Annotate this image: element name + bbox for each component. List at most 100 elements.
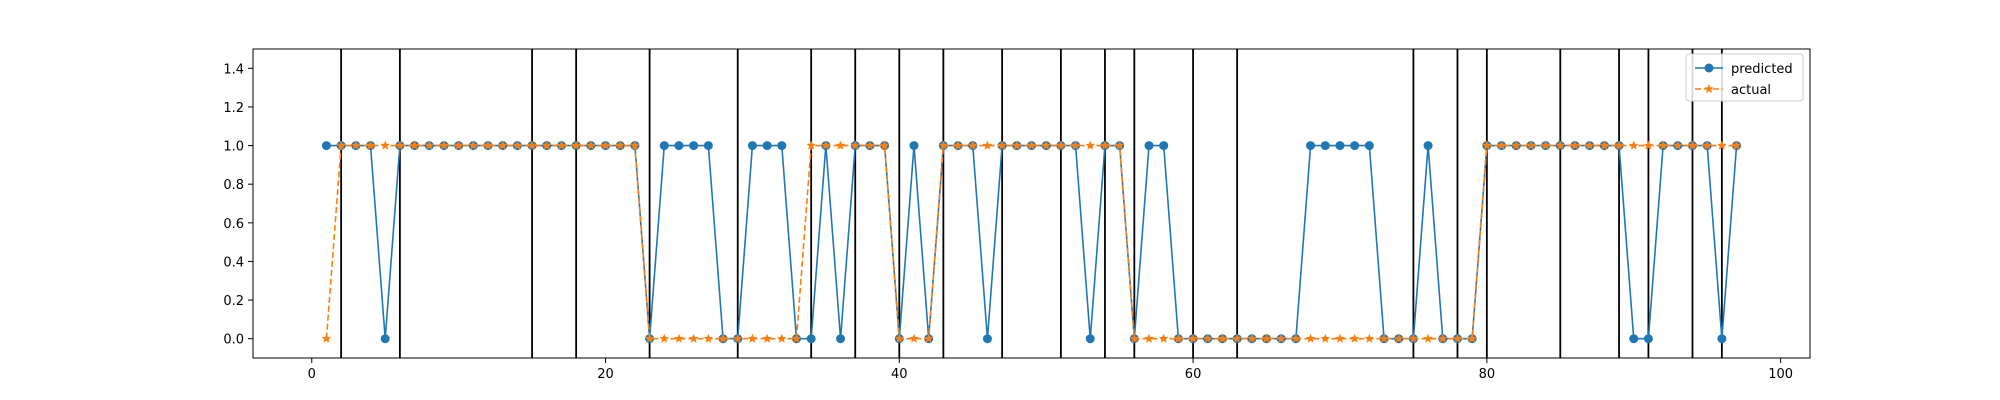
data-point-actual: [791, 333, 802, 343]
data-point-actual: [953, 140, 963, 150]
data-point-actual: [586, 140, 596, 150]
data-point-actual: [997, 140, 1007, 150]
data-point-predicted: [659, 141, 669, 151]
series-layer: [321, 140, 1742, 344]
data-point-predicted: [806, 334, 816, 344]
data-point-actual: [1217, 333, 1228, 343]
data-point-actual: [1041, 140, 1051, 150]
data-point-actual: [600, 140, 611, 150]
data-point-actual: [850, 140, 860, 150]
data-point-actual: [1188, 333, 1198, 343]
data-point-actual: [1320, 333, 1331, 343]
data-point-actual: [1261, 333, 1272, 343]
data-point-actual: [1540, 140, 1551, 150]
data-point-actual: [1702, 140, 1712, 150]
data-point-predicted: [703, 141, 713, 151]
data-point-actual: [1408, 333, 1419, 343]
data-point-actual: [556, 140, 567, 150]
data-point-actual: [1673, 140, 1683, 150]
x-tick-label: 20: [597, 367, 614, 382]
data-point-actual: [1173, 333, 1184, 343]
data-point-actual: [1203, 333, 1213, 343]
data-point-predicted: [777, 141, 787, 151]
data-point-actual: [1379, 333, 1389, 343]
data-point-predicted: [747, 141, 757, 151]
x-tick-label: 80: [1479, 367, 1496, 382]
data-point-predicted: [380, 334, 390, 344]
y-tick-label: 1.2: [223, 101, 244, 116]
x-tick-label: 60: [1185, 367, 1202, 382]
x-tick-label: 0: [308, 367, 316, 382]
data-point-actual: [1276, 333, 1286, 343]
legend: predicted actual: [1685, 53, 1804, 102]
data-point-actual: [1423, 333, 1433, 343]
data-point-actual: [1247, 333, 1257, 343]
data-point-actual: [1305, 333, 1316, 343]
data-point-predicted: [982, 334, 992, 344]
data-point-actual: [865, 140, 875, 150]
data-point-actual: [1643, 140, 1654, 150]
data-point-predicted: [836, 334, 846, 344]
data-point-actual: [1467, 333, 1477, 343]
y-tick-label: 0.6: [223, 217, 244, 232]
data-point-actual: [439, 140, 449, 150]
data-point-actual: [806, 140, 816, 150]
data-point-predicted: [1717, 334, 1727, 344]
data-point-actual: [909, 333, 919, 343]
data-point-actual: [424, 140, 435, 150]
data-point-actual: [336, 140, 346, 150]
data-point-actual: [718, 333, 728, 343]
data-point-actual: [571, 140, 581, 150]
data-point-actual: [1511, 140, 1521, 150]
data-point-actual: [879, 140, 890, 150]
data-point-actual: [1482, 140, 1492, 150]
data-point-actual: [1012, 140, 1022, 150]
data-point-actual: [732, 333, 743, 343]
data-point-actual: [967, 140, 978, 150]
data-point-actual: [1393, 333, 1404, 343]
data-point-actual: [527, 140, 537, 150]
legend-label-predicted: predicted: [1731, 62, 1793, 77]
data-point-predicted: [1350, 141, 1360, 151]
data-point-actual: [351, 140, 361, 150]
data-point-actual: [1026, 140, 1037, 150]
x-tick-label: 100: [1768, 367, 1793, 382]
data-point-actual: [1056, 140, 1066, 150]
data-point-predicted: [909, 141, 919, 151]
data-point-actual: [674, 333, 684, 343]
data-point-actual: [821, 140, 831, 150]
series-line-predicted: [326, 144, 1738, 340]
data-point-actual: [1335, 333, 1345, 343]
data-point-actual: [923, 333, 934, 343]
data-point-actual: [1129, 333, 1140, 343]
data-point-actual: [1526, 140, 1536, 150]
data-point-actual: [1070, 140, 1081, 150]
series-predicted: [321, 141, 1742, 344]
data-point-predicted: [1085, 334, 1095, 344]
y-tick-label: 0.8: [223, 178, 244, 193]
data-point-actual: [395, 140, 405, 150]
data-point-actual: [1496, 140, 1507, 150]
data-point-actual: [1687, 140, 1698, 150]
data-point-actual: [497, 140, 508, 150]
data-point-actual: [1584, 140, 1595, 150]
data-point-actual: [747, 333, 758, 343]
series-actual: [321, 140, 1742, 343]
vertical-lines: [340, 49, 1723, 358]
legend-label-actual: actual: [1731, 83, 1771, 98]
y-tick-label: 1.0: [223, 140, 244, 155]
data-point-predicted: [762, 141, 772, 151]
data-point-actual: [1452, 333, 1463, 343]
data-point-actual: [365, 140, 376, 150]
data-point-predicted: [674, 141, 684, 151]
data-point-predicted: [1144, 141, 1154, 151]
data-point-actual: [777, 333, 787, 343]
data-point-predicted: [1159, 141, 1169, 151]
data-point-actual: [688, 333, 699, 343]
data-point-actual: [483, 140, 493, 150]
data-point-actual: [659, 333, 670, 343]
x-tick-label: 40: [891, 367, 908, 382]
data-point-actual: [1100, 140, 1110, 150]
data-point-actual: [615, 140, 625, 150]
data-point-predicted: [1306, 141, 1316, 151]
